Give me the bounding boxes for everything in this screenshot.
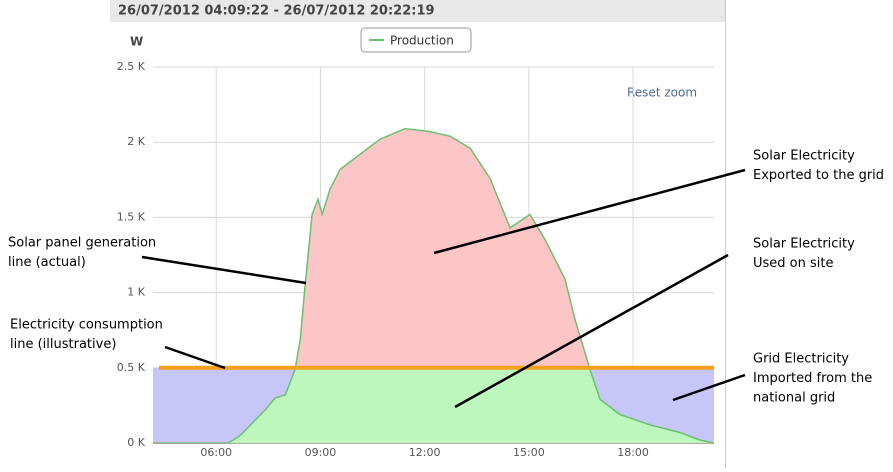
annotation-pointer xyxy=(672,373,746,402)
y-tick-label: 2 K xyxy=(127,135,145,148)
x-tick-label: 12:00 xyxy=(409,446,441,459)
annotation-pointer xyxy=(141,255,307,285)
annotation-text: Grid Electricity xyxy=(753,352,849,367)
annotation-text: line (illustrative) xyxy=(10,337,116,352)
annotation-text: line (actual) xyxy=(8,255,86,270)
header-range: 26/07/2012 04:09:22 - 26/07/2012 20:22:1… xyxy=(118,4,435,19)
y-tick-label: 0 K xyxy=(127,436,145,449)
imported-area xyxy=(153,367,714,443)
annotation-text: Electricity consumption xyxy=(10,318,163,333)
x-tick-label: 15:00 xyxy=(513,446,545,459)
legend-label: Production xyxy=(390,34,454,48)
annotation-text: Used on site xyxy=(753,256,833,271)
exported-area xyxy=(153,128,714,368)
annotation-text: Imported from the xyxy=(753,371,872,386)
y-tick-label: 1 K xyxy=(127,286,145,299)
annotation-pointer xyxy=(454,253,729,409)
annotation-text: Solar Electricity xyxy=(753,149,855,164)
annotation-pointer xyxy=(433,168,746,255)
y-tick-label: 2.5 K xyxy=(117,60,146,73)
y-tick-label: 1.5 K xyxy=(117,210,146,223)
annotation-text: national grid xyxy=(753,391,835,406)
y-tick-label: 0.5 K xyxy=(117,361,146,374)
annotation-text: Exported to the grid xyxy=(753,168,884,183)
x-tick-label: 06:00 xyxy=(200,446,232,459)
x-tick-label: 18:00 xyxy=(617,446,649,459)
production-line xyxy=(153,127,715,444)
y-axis-label: W xyxy=(130,35,143,49)
reset-zoom-button[interactable]: Reset zoom xyxy=(627,86,697,100)
header-bar xyxy=(110,0,725,22)
legend-box xyxy=(360,27,472,53)
annotation-text: Solar Electricity xyxy=(753,237,855,252)
x-tick-label: 09:00 xyxy=(305,446,337,459)
annotation-pointer xyxy=(164,345,226,370)
used-area xyxy=(153,367,714,443)
annotation-text: Solar panel generation xyxy=(8,236,156,251)
